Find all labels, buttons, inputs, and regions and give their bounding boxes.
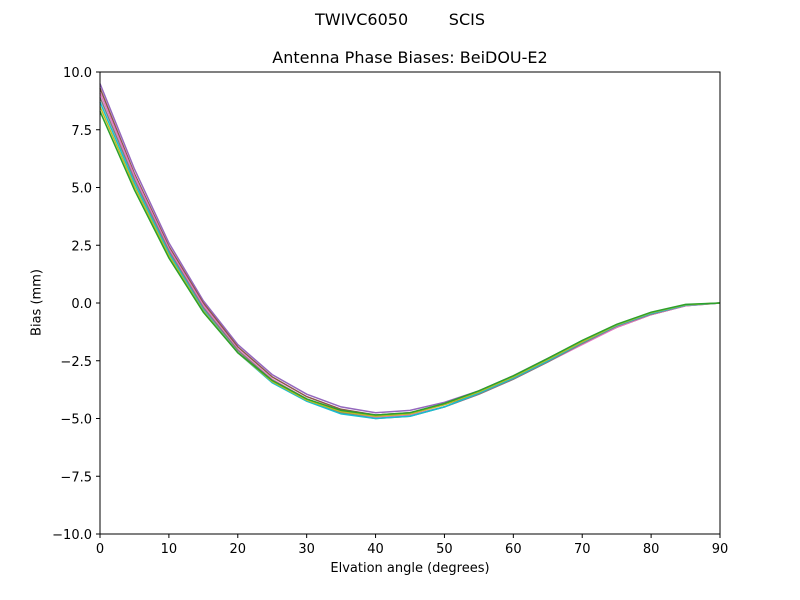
x-tick-label: 20 [230,542,247,557]
y-tick-label: −5.0 [60,413,92,428]
x-axis-ticks: 0 10 20 30 40 50 60 70 80 90 [96,534,728,557]
series-line-7 [99,110,721,416]
axes-frame [99,71,721,535]
series-line-1 [99,83,721,414]
y-tick-label: 5.0 [71,182,92,197]
x-tick-label: 30 [298,542,315,557]
series-line-6 [99,106,721,417]
y-tick-label: 10.0 [63,66,92,81]
y-tick-label: −10.0 [52,528,92,543]
x-tick-label: 10 [161,542,178,557]
x-tick-label: 70 [574,542,591,557]
series-line-5 [99,101,721,420]
x-tick-label: 90 [712,542,729,557]
x-tick-label: 0 [96,542,104,557]
data-lines [99,83,721,420]
y-axis-ticks: −10.0 −7.5 −5.0 −2.5 0.0 2.5 5.0 7.5 10.0 [52,66,100,543]
y-tick-label: −7.5 [60,470,92,485]
y-tick-label: 0.0 [71,297,92,312]
y-tick-label: 2.5 [71,239,92,254]
chart-title: Antenna Phase Biases: BeiDOU-E2 [272,48,548,67]
x-tick-label: 40 [367,542,384,557]
y-axis-label: Bias (mm) [29,269,45,336]
y-tick-label: 7.5 [71,124,92,139]
figure-suptitle: TWIVC6050 SCIS [314,10,486,29]
x-axis-label: Elvation angle (degrees) [330,561,490,576]
y-tick-label: −2.5 [60,355,92,370]
x-tick-label: 80 [643,542,660,557]
x-tick-label: 50 [436,542,453,557]
series-line-3 [99,92,721,419]
series-line-2 [99,87,721,416]
x-tick-label: 60 [505,542,522,557]
series-line-4 [99,97,721,420]
